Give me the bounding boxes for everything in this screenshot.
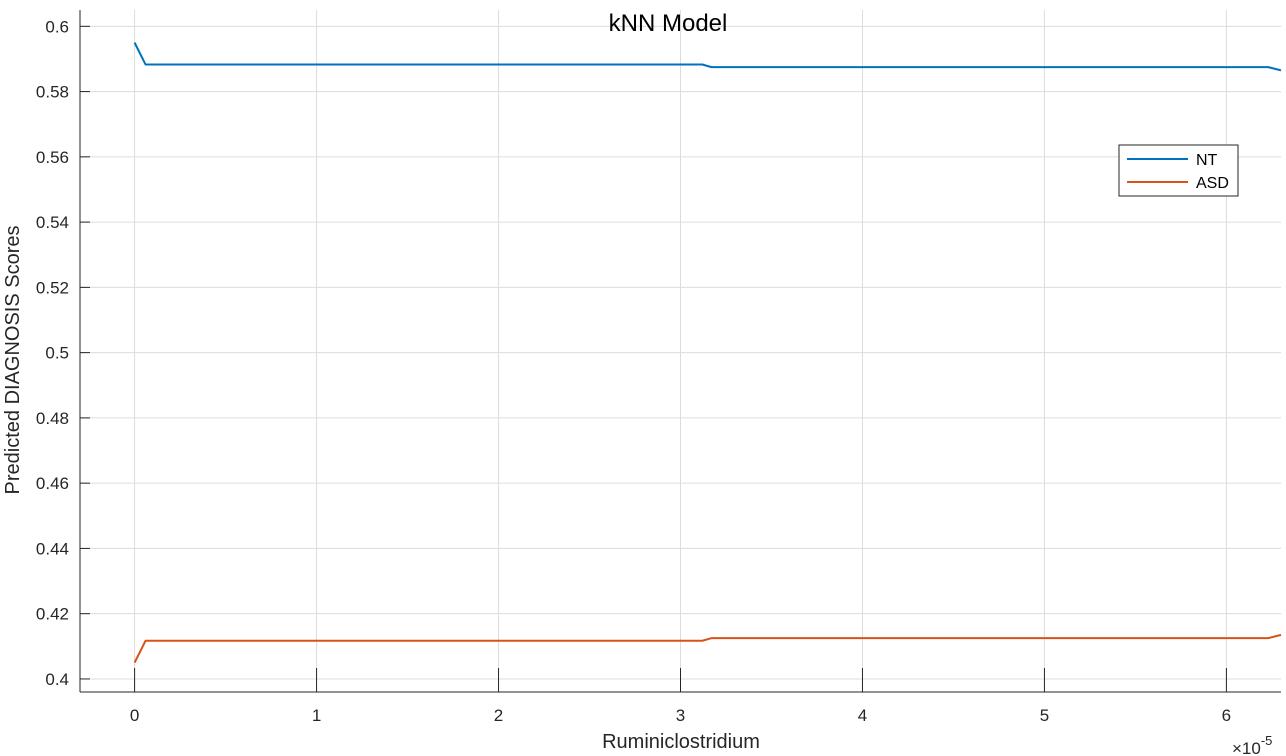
x-tick-label: 3: [676, 706, 685, 725]
y-tick-label: 0.46: [36, 474, 69, 493]
y-tick-label: 0.4: [45, 670, 69, 689]
x-tick-label: 2: [494, 706, 503, 725]
y-axis-label: Predicted DIAGNOSIS Scores: [2, 226, 24, 495]
legend: NT ASD: [1118, 144, 1239, 197]
series-lines: [133, 42, 1282, 664]
x-tick-label: 5: [1040, 706, 1049, 725]
legend-label-asd: ASD: [1196, 175, 1229, 192]
series-line-asd: [133, 633, 1282, 664]
chart-title: kNN Model: [609, 10, 728, 37]
y-tick-label: 0.56: [36, 148, 69, 167]
y-tick-label: 0.42: [36, 605, 69, 624]
x-axis-label: Ruminiclostridium: [602, 731, 760, 753]
y-tick-label: 0.58: [36, 83, 69, 102]
legend-box: [1118, 144, 1239, 197]
axes: [79, 10, 1281, 693]
x-tick-label: 6: [1222, 706, 1231, 725]
x-tick-label: 4: [858, 706, 867, 725]
series-line-nt: [133, 42, 1282, 72]
tick-labels: 0 1 2 3 4 5 6 0.4 0.42 0.44 0.46 0.48 0.5 0.52 0.54 0.5…: [36, 17, 1231, 725]
y-tick-label: 0.48: [36, 409, 69, 428]
x-axis-exponent-power: -5: [1261, 733, 1273, 748]
x-axis-exponent-base: ×10: [1232, 739, 1261, 756]
x-axis-exponent: ×10-5: [1232, 733, 1272, 756]
y-tick-label: 0.5: [45, 344, 69, 363]
grid-lines: [80, 10, 1281, 692]
y-tick-label: 0.54: [36, 213, 69, 232]
y-tick-label: 0.52: [36, 278, 69, 297]
x-tick-label: 1: [312, 706, 321, 725]
x-tick-label: 0: [130, 706, 139, 725]
legend-label-nt: NT: [1196, 152, 1218, 169]
y-tick-label: 0.6: [45, 17, 69, 36]
y-tick-label: 0.44: [36, 539, 69, 558]
